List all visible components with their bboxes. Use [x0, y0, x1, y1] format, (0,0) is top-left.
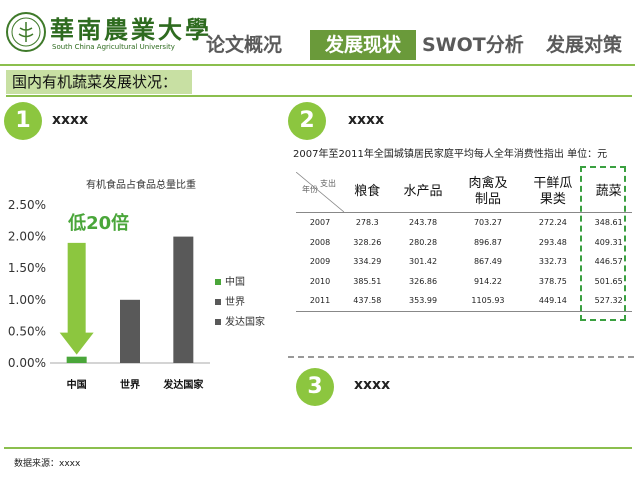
value-cell: 703.27 — [473, 218, 502, 228]
tab-current-status[interactable]: 发展现状 — [310, 30, 416, 60]
y-tick-label: 2.00% — [8, 230, 46, 244]
year-cell: 2011 — [296, 291, 344, 312]
value-cell: 272.24 — [538, 218, 567, 228]
table-row: 2007 278.3 243.78 703.27 272.24 348.61 — [296, 213, 632, 233]
logo-english-text: South China Agricultural University — [52, 43, 175, 51]
column-header-label: 粮食 — [354, 184, 381, 199]
item-number-3: 3 — [296, 368, 334, 406]
x-tick-label: 世界 — [120, 378, 140, 391]
value-cell: 293.48 — [538, 237, 567, 247]
down-arrow-icon — [59, 242, 94, 355]
chart-annotation: 低20倍 — [67, 212, 129, 234]
section-divider — [6, 95, 632, 97]
column-header: 肉禽及 制品 — [455, 172, 521, 213]
value-cell: 437.58 — [344, 291, 391, 312]
organic-food-share-chart: 0.00%0.50%1.00%1.50%2.00%2.50%中国 世界 发达国家低2… — [8, 198, 265, 391]
data-source-note: 数据来源：xxxx — [14, 459, 81, 469]
table-row: 2009 334.29 301.42 867.49 332.73 446.57 — [296, 252, 632, 272]
table-row: 2008 328.26 280.28 896.87 293.48 409.31 — [296, 233, 632, 253]
column-header-label: 肉禽及 制品 — [468, 176, 508, 207]
item-text-1: xxxx — [52, 112, 89, 128]
item-text-2: xxxx — [348, 112, 385, 128]
item-number-2: 2 — [288, 102, 326, 140]
year-cell: 2010 — [309, 276, 331, 286]
table-title: 2007年至2011年全国城镇居民家庭平均每人全年消费性指出 单位：元 — [293, 149, 608, 160]
column-header: 粮食 — [344, 172, 391, 213]
value-cell: 332.73 — [538, 257, 567, 267]
value-cell: 867.49 — [473, 257, 502, 267]
value-cell: 385.51 — [353, 276, 382, 286]
legend-label: 发达国家 — [225, 315, 265, 328]
chart-title: 有机食品占食品总量比重 — [86, 180, 196, 191]
y-tick-label: 1.50% — [8, 261, 46, 275]
column-header-label: 蔬菜 — [595, 184, 622, 199]
table-row: 2011 437.58 353.99 1105.93 449.14 527.32 — [296, 291, 632, 312]
column-header: 水产品 — [390, 172, 456, 213]
footer-divider — [4, 447, 632, 449]
value-cell: 348.61 — [594, 218, 623, 228]
y-tick-label: 0.50% — [8, 324, 46, 338]
column-header-label: 干鲜瓜 果类 — [533, 176, 573, 207]
column-header: 干鲜瓜 果类 — [520, 172, 586, 213]
value-cell: 243.78 — [409, 218, 438, 228]
tab-strategy[interactable]: 发展对策 — [546, 34, 623, 56]
bar-1 — [120, 299, 140, 363]
bar-0 — [66, 356, 87, 363]
table-corner-cell: 支出 年份 — [296, 172, 344, 213]
value-cell: 301.42 — [409, 257, 438, 267]
year-cell: 2007 — [309, 218, 331, 228]
legend-swatch — [215, 279, 221, 285]
legend-swatch — [215, 319, 221, 325]
vegetable-column-highlight — [580, 166, 626, 321]
value-cell: 278.3 — [355, 218, 379, 228]
value-cell: 326.86 — [409, 276, 438, 286]
item-text-3: xxxx — [354, 377, 391, 393]
section-title: 国内有机蔬菜发展状况： — [6, 70, 192, 94]
year-cell: 2009 — [309, 257, 331, 267]
bar-2 — [173, 236, 194, 363]
y-tick-label: 1.00% — [8, 293, 46, 307]
value-cell: 280.28 — [409, 237, 438, 247]
value-cell: 449.14 — [520, 291, 586, 312]
x-tick-label: 中国 — [67, 378, 87, 391]
value-cell: 446.57 — [594, 257, 623, 267]
year-cell: 2008 — [309, 237, 331, 247]
item-number-1: 1 — [4, 102, 42, 140]
y-tick-label: 0.00% — [8, 356, 46, 370]
value-cell: 527.32 — [585, 291, 632, 312]
column-header-label: 水产品 — [403, 184, 443, 199]
y-tick-label: 2.50% — [8, 198, 46, 212]
corner-label-top: 支出 — [320, 179, 336, 188]
section-dashed-divider — [288, 356, 634, 358]
seal-icon — [6, 12, 46, 52]
value-cell: 334.29 — [353, 257, 382, 267]
tab-overview[interactable]: 论文概况 — [206, 34, 283, 56]
value-cell: 409.31 — [594, 237, 623, 247]
value-cell: 328.26 — [353, 237, 382, 247]
value-cell: 896.87 — [473, 237, 502, 247]
value-cell: 1105.93 — [455, 291, 521, 312]
university-logo: 華南農業大學 South China Agricultural Universi… — [6, 10, 209, 58]
table-row: 2010 385.51 326.86 914.22 378.75 501.65 — [296, 272, 632, 292]
diagonal-line-icon — [296, 172, 344, 212]
tab-swot[interactable]: SWOT分析 — [422, 34, 524, 56]
value-cell: 501.65 — [594, 276, 623, 286]
value-cell: 378.75 — [538, 276, 567, 286]
logo-chinese-text: 華南農業大學 — [50, 15, 212, 44]
corner-label-bottom: 年份 — [302, 185, 318, 194]
x-tick-label: 发达国家 — [162, 378, 204, 391]
consumption-table: 支出 年份 粮食 水产品 肉禽及 制品 干鲜瓜 果类 蔬菜 2007 278.3 2… — [296, 172, 632, 312]
legend-swatch — [215, 299, 221, 305]
legend-label: 中国 — [225, 275, 245, 288]
value-cell: 914.22 — [473, 276, 502, 286]
value-cell: 353.99 — [390, 291, 456, 312]
table-header-row: 支出 年份 粮食 水产品 肉禽及 制品 干鲜瓜 果类 蔬菜 — [296, 172, 632, 213]
header-divider — [0, 64, 635, 66]
legend-label: 世界 — [225, 296, 245, 308]
